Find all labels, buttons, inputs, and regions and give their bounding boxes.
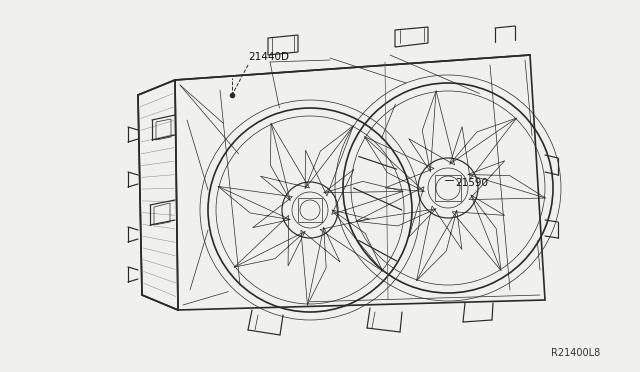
Text: R21400L8: R21400L8 [551,348,600,358]
Text: 21590: 21590 [455,178,488,188]
Text: 21440D: 21440D [248,52,289,62]
